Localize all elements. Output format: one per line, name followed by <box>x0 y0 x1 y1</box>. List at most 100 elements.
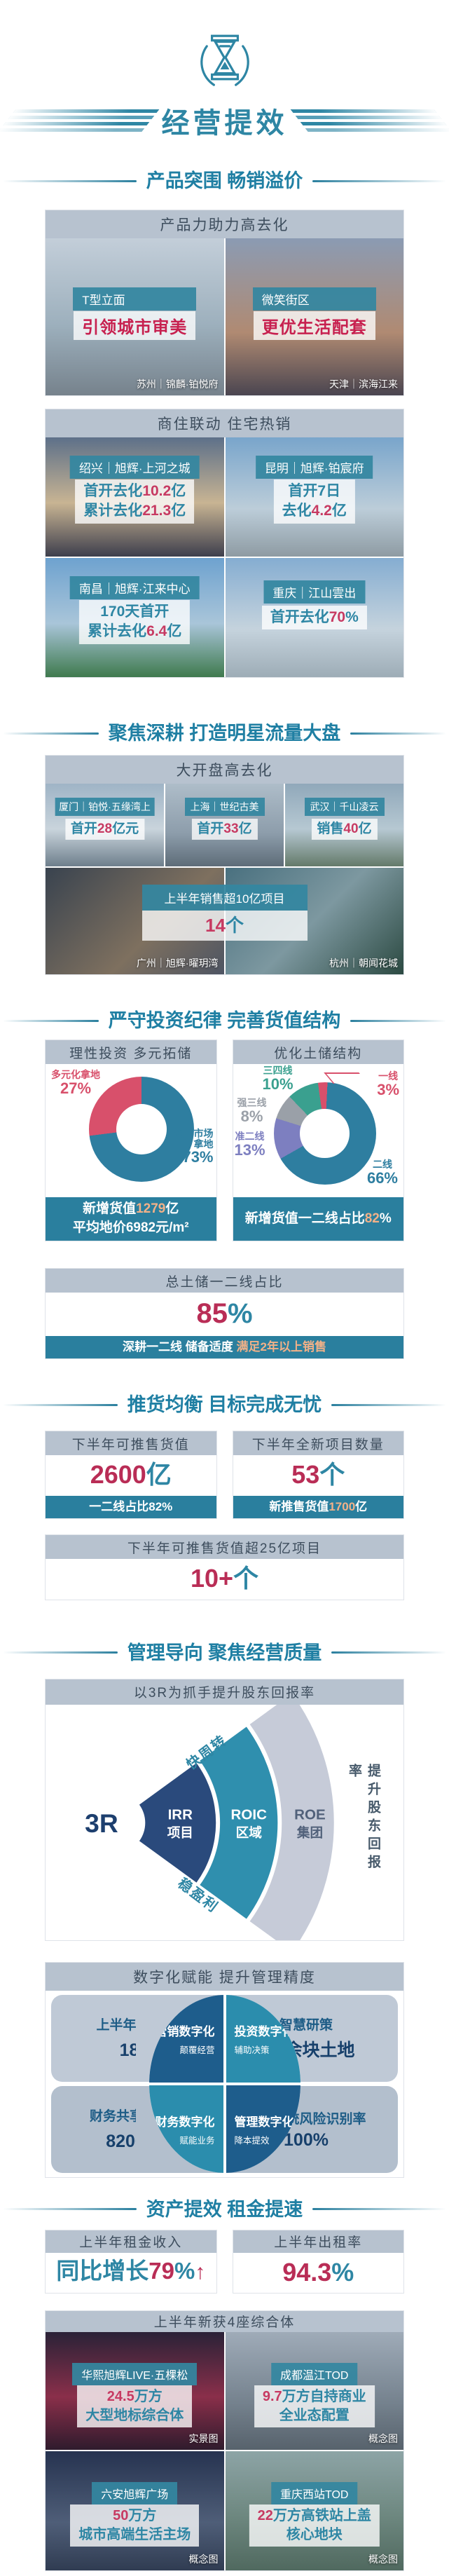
divider-line <box>312 2208 447 2211</box>
card-header: 下半年全新项目数量 <box>233 1431 403 1456</box>
section-title-text: 推货均衡 目标完成无忧 <box>127 1394 322 1416</box>
pie-city-tiers <box>273 1082 376 1185</box>
donut-chart-city-tiers: 三四线 10% 强三线 8% 准二线 13% 一线 3% 二线 66% <box>234 1065 400 1187</box>
card-rental-income: 上半年租金收入 同比增长79%↑ <box>45 2229 217 2294</box>
photo-tag: 概念图 <box>368 2432 398 2444</box>
photo-kunming: 昆明｜旭辉·铂宸府 首开7日 去化4.2亿 <box>225 437 403 557</box>
svg-text:集团: 集团 <box>296 1825 323 1840</box>
photo-caption: 广州｜旭辉·曜玥湾 <box>136 958 219 969</box>
page-title: 经营提效 <box>161 108 288 139</box>
photo-label: 绍兴｜旭辉·上河之城 <box>69 456 200 479</box>
divider-line <box>3 1651 118 1654</box>
photo-wuhan: 武汉｜千山凌云 销售40亿 <box>285 784 403 866</box>
card-header: 上半年租金收入 <box>46 2230 216 2253</box>
section-title-text: 严守投资纪律 完善货值结构 <box>108 1010 341 1031</box>
photo-tag: 概念图 <box>188 2553 219 2565</box>
card-header: 大开盘高去化 <box>46 756 403 784</box>
overlay-projects-over-1b: 上半年销售超10亿项目 14个 <box>141 885 308 941</box>
card-product-power: 产品力助力高去化 T型立面 引领城市审美 苏州｜锦麟·铂悦府 微笑街区 更优生活… <box>45 210 404 396</box>
photo-caption: 苏州｜锦麟·铂悦府 <box>136 379 219 390</box>
photo-chongqing-west-tod: 重庆西站TOD 22万方高铁站上盖 核心地块 概念图 <box>225 2451 403 2570</box>
divider-line <box>350 1019 447 1022</box>
photo-tag: 概念图 <box>368 2553 398 2565</box>
overlay-label: 上半年销售超10亿项目 <box>141 885 308 911</box>
photo-label: 微笑街区 <box>252 287 376 311</box>
card-header: 以3R为抓手提升股东回报率 <box>46 1679 403 1705</box>
card-projects-over-25b: 下半年可推售货值超25亿项目 10+个 <box>45 1534 404 1600</box>
section-title-text: 资产提效 租金提速 <box>146 2198 303 2220</box>
rent-cards-row: 上半年租金收入 同比增长79%↑ 上半年出租率 94.3% <box>45 2229 404 2294</box>
card-header: 下半年可推售货值超25亿项目 <box>46 1535 403 1560</box>
card-footer: 新推售货值1700亿 <box>233 1495 403 1519</box>
divider-line <box>312 179 447 182</box>
photo-label: 南昌｜旭辉·江来中心 <box>69 576 200 599</box>
card-commercial-residential: 商住联动 住宅热销 绍兴｜旭辉·上河之城 首开去化10.2亿 累计去化21.3亿… <box>45 409 404 678</box>
photo-label: 六安旭辉广场 <box>92 2481 178 2505</box>
section-title-management: 管理导向 聚焦经营质量 <box>0 1640 449 1666</box>
card-header: 数字化赋能 提升管理精度 <box>46 1962 403 1991</box>
donut-chart-landbank-source: 多元化拿地 27% 公开市场 拿地 73% <box>46 1064 216 1197</box>
section-title-text: 管理导向 聚焦经营质量 <box>127 1642 322 1663</box>
photo-label: 重庆西站TOD <box>271 2481 358 2505</box>
card-header: 理性投资 多元拓储 <box>46 1040 216 1064</box>
divider-line <box>3 1019 99 1022</box>
photo-label: T型立面 <box>73 287 197 311</box>
card-total-landbank: 总土储一二线占比 85% 深耕一二线 储备适度 满足2年以上销售 <box>45 1268 404 1360</box>
donut-cards-row: 理性投资 多元拓储 多元化拿地 27% 公开市场 拿地 73% 新增货值1279… <box>45 1040 404 1241</box>
section-title-assets: 资产提效 租金提速 <box>0 2196 449 2223</box>
photo-tianjin: 微笑街区 更优生活配套 天津｜滨海江来 <box>225 238 403 395</box>
fan-center-label: 3R <box>85 1808 118 1838</box>
divider-line <box>331 1403 447 1406</box>
photo-label: 武汉｜千山凌云 <box>304 798 385 816</box>
svg-text:IRR: IRR <box>168 1806 193 1822</box>
photo-xiamen: 厦门｜铂悦·五缘湾上 首开28亿元 <box>46 784 164 866</box>
donut-footer: 新增货值一二线占比82% <box>233 1197 403 1241</box>
hero-header: 经营提效 <box>0 0 449 141</box>
fan-diagram-3r: 3R IRR 项目 ROIC 区域 ROE 集团 快周转 稳盈利 提升股东回报率 <box>46 1704 403 1940</box>
decor-stripes-right <box>289 107 449 134</box>
photo-nanchang: 南昌｜旭辉·江来中心 170天首开 累计去化6.4亿 <box>46 558 224 677</box>
photo-chengdu-tod: 成都温江TOD 9.7万方自持商业 全业态配置 概念图 <box>225 2331 403 2450</box>
photo-chongqing: 重庆｜江山雲出 首开去化70% <box>225 558 403 677</box>
card-header: 商住联动 住宅热销 <box>46 409 403 437</box>
svg-text:项目: 项目 <box>167 1825 193 1840</box>
section-title-supply: 推货均衡 目标完成无忧 <box>0 1391 449 1418</box>
photo-shaoxing: 绍兴｜旭辉·上河之城 首开去化10.2亿 累计去化21.3亿 <box>46 437 224 557</box>
card-header: 下半年可推售货值 <box>46 1431 216 1456</box>
photo-tag: 实景图 <box>188 2432 219 2444</box>
divider-line <box>3 732 99 735</box>
photo-caption: 杭州｜朝闻花城 <box>329 958 398 969</box>
card-footer: 深耕一二线 储备适度 满足2年以上销售 <box>46 1336 403 1359</box>
hero-title-row: 经营提效 <box>0 100 449 141</box>
photo-label: 厦门｜铂悦·五缘湾上 <box>55 798 155 816</box>
svg-text:ROIC: ROIC <box>231 1806 268 1822</box>
divider-line <box>331 1651 447 1654</box>
divider-line <box>3 1403 118 1406</box>
section-title-text: 产品突围 畅销溢价 <box>146 170 303 191</box>
card-sellable-value: 下半年可推售货值 2600亿 一二线占比82% <box>45 1431 217 1520</box>
photo-label: 成都温江TOD <box>271 2362 358 2385</box>
photo-stat: 引领城市审美 <box>82 318 188 337</box>
photo-suzhou: T型立面 引领城市审美 苏州｜锦麟·铂悦府 <box>46 238 224 395</box>
section-title-text: 聚焦深耕 打造明星流量大盘 <box>108 723 341 744</box>
photo-label: 重庆｜江山雲出 <box>263 580 366 604</box>
photo-shanghai: 上海｜世纪古美 首开33亿 <box>165 784 284 866</box>
photo-label: 上海｜世纪古美 <box>184 798 265 816</box>
section-title-investment: 严守投资纪律 完善货值结构 <box>0 1007 449 1034</box>
photo-label: 华熙旭辉LIVE·五棵松 <box>72 2362 198 2385</box>
photo-wukesong: 华熙旭辉LIVE·五棵松 24.5万方 大型地标综合体 实景图 <box>46 2331 224 2450</box>
card-rational-investment: 理性投资 多元拓储 多元化拿地 27% 公开市场 拿地 73% 新增货值1279… <box>45 1040 217 1241</box>
card-bottom-row: 广州｜旭辉·曜玥湾 杭州｜朝闻花城 上半年销售超10亿项目 14个 <box>46 868 403 974</box>
card-new-projects: 下半年全新项目数量 53个 新推售货值1700亿 <box>232 1431 404 1520</box>
card-landbank-structure: 优化土储结构 三四线 10% 强三线 8% 准二线 13% 一线 3% 二线 66% <box>232 1040 404 1241</box>
fan-label-shareholder-return: 提升股东回报率 <box>347 1763 380 1873</box>
svg-text:ROE: ROE <box>294 1806 326 1822</box>
photo-luan-plaza: 六安旭辉广场 50万方 城市高端生活主场 概念图 <box>46 2451 224 2570</box>
card-header: 上半年出租率 <box>233 2230 403 2253</box>
card-header: 上半年新获4座综合体 <box>46 2310 403 2332</box>
card-new-complexes: 上半年新获4座综合体 华熙旭辉LIVE·五棵松 24.5万方 大型地标综合体 实… <box>45 2310 404 2571</box>
card-header: 产品力助力高去化 <box>46 210 403 238</box>
card-header: 优化土储结构 <box>233 1040 403 1064</box>
